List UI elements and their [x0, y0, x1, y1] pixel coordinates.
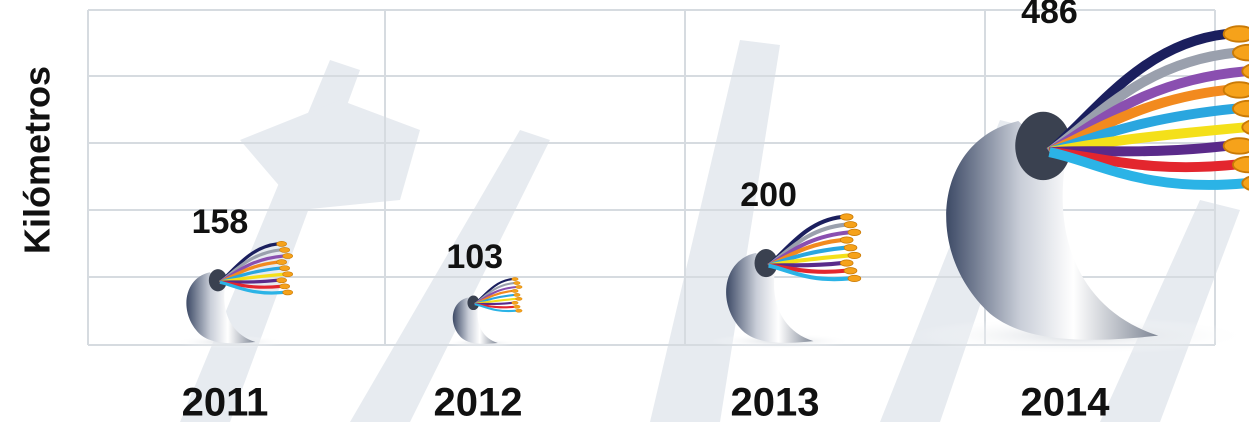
fiber-tip — [1241, 119, 1249, 135]
fiber-tip — [1232, 99, 1249, 118]
fiber-tip — [511, 300, 519, 305]
fiber-tip — [279, 265, 291, 271]
fiber-tip — [1241, 63, 1249, 79]
fiber-tip — [513, 281, 521, 285]
fiber-tip — [847, 274, 862, 283]
fiber-tip — [282, 289, 294, 296]
fiber-tip — [843, 267, 858, 275]
icon-body — [726, 252, 814, 343]
fiber-tip — [839, 259, 854, 267]
fiber-tip — [839, 236, 854, 244]
background-art — [180, 40, 1240, 422]
cable-icon — [445, 277, 523, 347]
fiber-tip — [515, 297, 523, 301]
cable-icon — [711, 213, 862, 349]
x-tick-label: 2012 — [434, 381, 523, 422]
fiber-tip — [1222, 81, 1249, 99]
fiber-tip — [276, 241, 287, 247]
fiber-tip — [282, 253, 294, 259]
y-axis-title: Kilómetros — [17, 66, 58, 254]
cable-icon — [909, 25, 1249, 355]
icon-mouth — [1015, 111, 1072, 181]
value-label: 103 — [446, 238, 503, 276]
fiber-tip — [276, 259, 287, 265]
fiber-tip — [511, 289, 519, 293]
x-tick-label: 2014 — [1021, 381, 1111, 422]
fiber-tip — [1232, 43, 1249, 62]
fiber-tip — [279, 247, 291, 253]
icon-mouth — [754, 249, 778, 278]
fiber-tip — [276, 277, 287, 284]
value-label: 486 — [1021, 0, 1078, 31]
fiber — [768, 263, 850, 282]
icon-mouth — [467, 295, 480, 311]
icon-body — [186, 272, 256, 344]
fiber-tip — [843, 221, 858, 229]
fiber-tip — [847, 228, 862, 236]
fiber-tip — [839, 213, 854, 221]
fiber-tip — [513, 293, 521, 297]
fiber-tip — [1232, 155, 1249, 174]
value-label: 158 — [192, 203, 249, 241]
fiber — [474, 303, 517, 313]
value-label: 200 — [740, 176, 797, 214]
fiber-tip — [513, 304, 521, 309]
fiber — [1048, 147, 1246, 190]
icon-body — [946, 121, 1159, 340]
fiber-tip — [1222, 137, 1249, 155]
fiber-tip — [282, 271, 294, 278]
x-tick-label: 2011 — [182, 381, 269, 422]
fiber-tip — [279, 283, 291, 290]
icon-mouth — [208, 269, 228, 292]
fiber-tip — [843, 244, 858, 252]
cable-icon — [174, 241, 294, 349]
fiber-tip — [847, 251, 862, 259]
fiber-tip — [511, 277, 519, 281]
x-tick-label: 2013 — [731, 381, 820, 422]
icon-body — [452, 297, 498, 344]
fiber-tip — [1241, 175, 1249, 191]
fiber-tip — [515, 308, 523, 313]
fiber-tip — [1222, 25, 1249, 43]
fiber-tip — [515, 285, 523, 289]
fiber — [219, 280, 284, 295]
